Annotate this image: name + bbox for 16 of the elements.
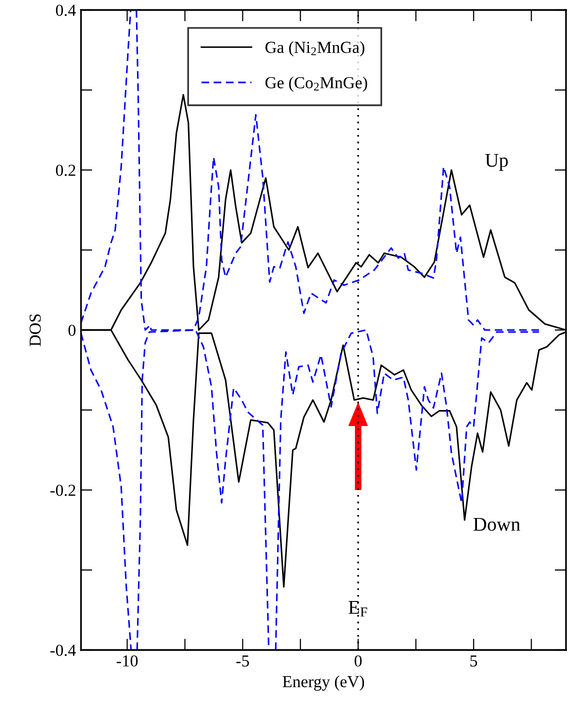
y-tick-label: -0.4 — [50, 644, 76, 656]
y-tick-label: 0 — [68, 324, 76, 336]
ref-line-label: E$_{F}$ — [348, 601, 368, 616]
x-tick-label: -5 — [236, 656, 249, 667]
legend-label: Ga (Ni$_{2}$MnGa) — [265, 41, 364, 56]
x-tick-label: -10 — [116, 655, 138, 667]
y-axis-title: DOS — [30, 314, 41, 346]
y-tick-label: 0.4 — [56, 4, 76, 16]
y-tick-label: -0.2 — [50, 484, 76, 496]
annotation: Up — [485, 154, 508, 171]
annotation: Down — [474, 518, 520, 531]
legend-label: Ge (Co$_{2}$MnGe) — [265, 76, 368, 92]
x-tick-label: 0 — [354, 655, 362, 667]
x-axis-title: Energy (eV) — [282, 676, 364, 691]
y-tick-label: 0.2 — [56, 164, 76, 176]
x-tick-label: 5 — [470, 656, 478, 667]
